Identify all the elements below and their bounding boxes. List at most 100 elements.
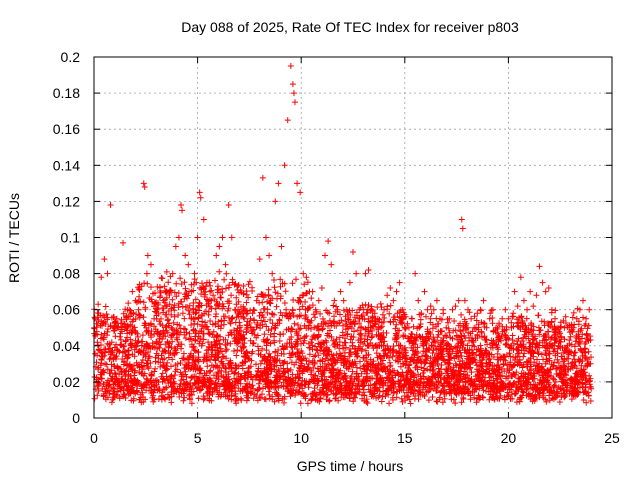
data-point xyxy=(548,306,555,313)
data-point xyxy=(188,288,195,295)
data-point xyxy=(461,297,468,304)
data-point xyxy=(343,306,350,313)
x-tick-label: 15 xyxy=(397,430,413,446)
data-point xyxy=(259,174,266,181)
data-point xyxy=(253,297,260,304)
data-point xyxy=(377,324,384,331)
data-point xyxy=(300,270,307,277)
data-point xyxy=(455,297,462,304)
data-point xyxy=(552,315,559,322)
data-point xyxy=(140,180,147,187)
data-point xyxy=(570,324,577,331)
data-point xyxy=(331,297,338,304)
data-point xyxy=(564,342,571,349)
data-point xyxy=(446,315,453,322)
data-point xyxy=(169,270,176,277)
data-point xyxy=(393,288,400,295)
data-point xyxy=(474,310,481,317)
y-tick-label: 0.12 xyxy=(53,193,80,209)
data-point xyxy=(542,288,549,295)
data-point xyxy=(458,216,465,223)
data-point xyxy=(489,306,496,313)
data-point xyxy=(346,279,353,286)
data-point xyxy=(371,310,378,317)
data-point xyxy=(415,297,422,304)
data-point xyxy=(427,303,434,310)
data-point xyxy=(101,256,108,263)
data-point xyxy=(443,324,450,331)
data-point xyxy=(576,306,583,313)
data-point xyxy=(107,202,114,209)
data-point xyxy=(175,234,182,241)
data-point xyxy=(328,261,335,268)
data-point xyxy=(213,252,220,259)
data-point-cloud-marks xyxy=(91,268,595,407)
data-point xyxy=(334,306,341,313)
data-point xyxy=(365,266,372,273)
data-point xyxy=(196,189,203,196)
x-axis-label: GPS time / hours xyxy=(297,458,404,474)
data-point xyxy=(191,270,198,277)
data-point xyxy=(368,306,375,313)
data-point xyxy=(132,297,139,304)
data-point xyxy=(95,301,102,308)
chart-title: Day 088 of 2025, Rate Of TEC Index for r… xyxy=(181,19,519,35)
data-point xyxy=(172,243,179,250)
data-point xyxy=(92,315,99,322)
data-point xyxy=(579,297,586,304)
y-tick-label: 0 xyxy=(72,410,80,426)
data-point xyxy=(430,306,437,313)
data-point xyxy=(197,194,204,201)
data-point xyxy=(530,303,537,310)
data-point xyxy=(459,225,466,232)
data-point xyxy=(545,285,552,292)
data-point xyxy=(440,306,447,313)
data-point xyxy=(412,270,419,277)
y-tick-label: 0.02 xyxy=(53,374,80,390)
data-point xyxy=(381,306,388,313)
x-tick-labels: 0 5 10 15 20 25 xyxy=(90,430,620,446)
data-point xyxy=(496,333,503,340)
y-tick-label: 0.1 xyxy=(61,230,81,246)
data-point xyxy=(116,333,123,340)
data-point xyxy=(247,315,254,322)
data-point xyxy=(178,202,185,209)
data-point xyxy=(421,288,428,295)
data-point xyxy=(147,261,154,268)
data-point xyxy=(452,303,459,310)
data-point xyxy=(437,315,444,322)
data-point xyxy=(200,216,207,223)
y-tick-label: 0.04 xyxy=(53,338,80,354)
data-point xyxy=(356,306,363,313)
data-point xyxy=(235,306,242,313)
y-tick-label: 0.18 xyxy=(53,85,80,101)
data-point xyxy=(120,239,127,246)
data-point xyxy=(471,324,478,331)
data-point xyxy=(203,279,210,286)
data-point xyxy=(527,288,534,295)
data-point xyxy=(555,324,562,331)
x-tick-label: 5 xyxy=(194,430,202,446)
data-point xyxy=(244,324,251,331)
data-point xyxy=(141,183,148,190)
y-tick-labels: 0 0.02 0.04 0.06 0.08 0.1 0.12 0.14 0.16 0.18 0.2 xyxy=(53,49,80,426)
data-point xyxy=(399,306,406,313)
data-point xyxy=(289,81,296,88)
data-point xyxy=(269,270,276,277)
data-point xyxy=(312,306,319,313)
data-point xyxy=(499,315,506,322)
data-point xyxy=(325,238,332,245)
data-point xyxy=(424,306,431,313)
data-point xyxy=(219,234,226,241)
data-point xyxy=(266,252,273,259)
x-tick-label: 0 xyxy=(90,430,98,446)
data-point xyxy=(583,315,590,322)
data-point xyxy=(449,306,456,313)
data-point xyxy=(154,306,161,313)
data-point xyxy=(284,117,291,124)
data-point xyxy=(340,297,347,304)
axis-ticks xyxy=(93,56,613,419)
data-point xyxy=(353,270,360,277)
